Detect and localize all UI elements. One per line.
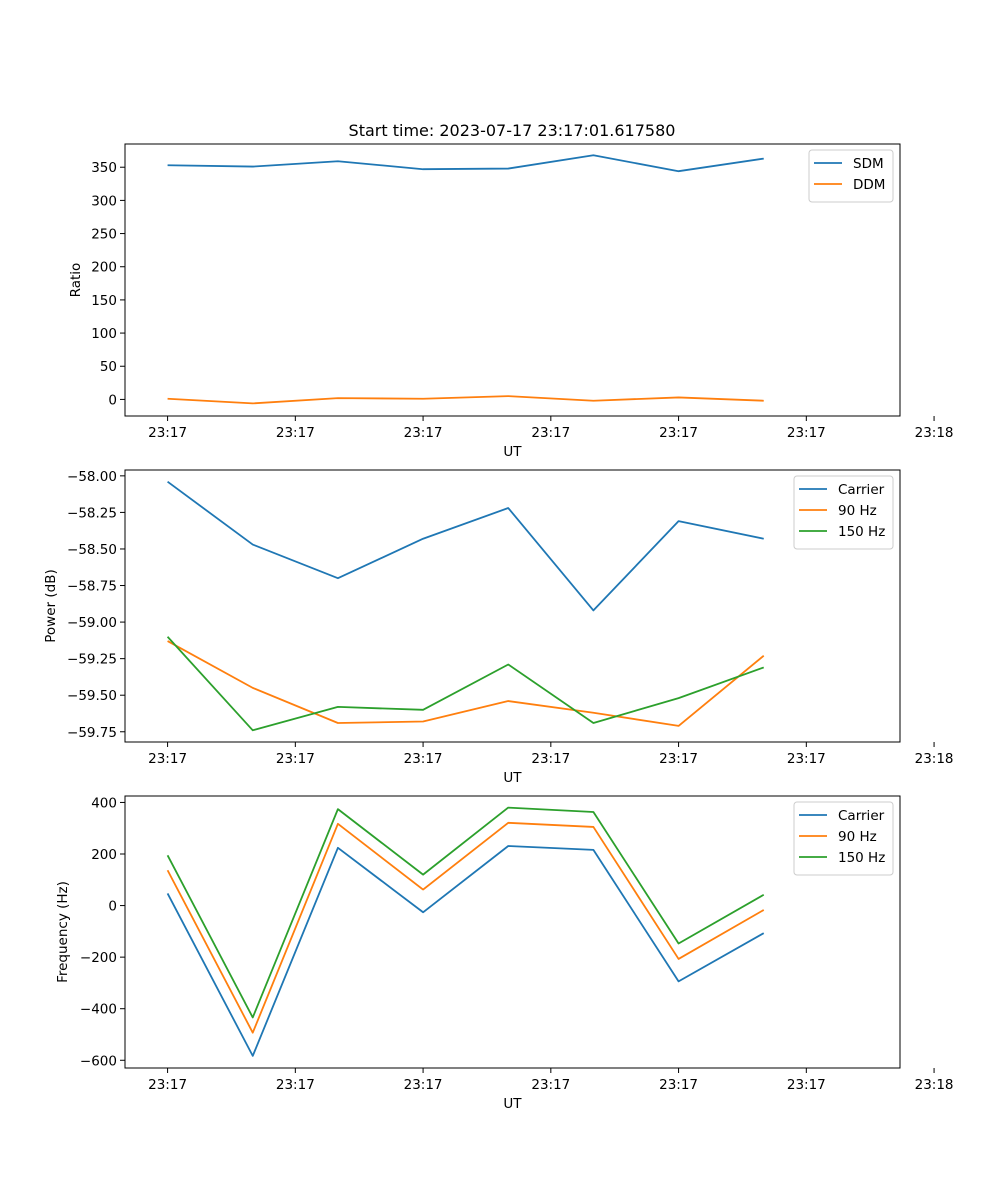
y-tick-label: 50 [100,359,117,375]
x-tick-label: 23:17 [148,425,187,441]
y-tick-label: −59.75 [67,725,117,741]
legend-entry: Carrier [838,808,885,824]
axes-frame [124,143,901,417]
legend-entry: 90 Hz [838,503,877,519]
series-line-90-hz [167,640,765,727]
x-tick-label: 23:18 [915,751,954,767]
y-axis-label: Frequency (Hz) [55,881,71,983]
series-line-carrier [166,845,765,1057]
legend: Carrier 90 Hz 150 Hz [793,801,894,876]
legend-entry: 150 Hz [838,850,885,866]
y-tick-label: 150 [91,293,117,309]
y-tick-label: −59.25 [67,652,117,668]
y-tick-label: 250 [91,227,117,243]
x-tick-label: 23:17 [659,751,698,767]
x-tick-label: 23:17 [787,1077,826,1093]
y-tick-label: −200 [80,950,117,966]
y-tick-label: 0 [108,899,117,915]
x-tick-label: 23:17 [531,751,570,767]
series-line-150-hz [166,636,765,732]
y-tick-label: 200 [91,260,117,276]
x-axis-label: UT [503,770,522,786]
y-axis-label: Power (dB) [43,569,59,642]
x-tick-label: 23:17 [404,425,443,441]
y-tick-label: −400 [80,1002,117,1018]
legend-entry: DDM [853,177,885,193]
y-tick-label: −59.50 [67,688,117,704]
x-tick-label: 23:17 [276,1077,315,1093]
series-line-carrier [167,480,764,612]
series-line-ddm [167,395,764,405]
x-tick-label: 23:17 [276,425,315,441]
y-tick-label: 350 [91,160,117,176]
legend-entry: SDM [853,156,884,172]
y-axis-label: Ratio [68,263,84,298]
chart-title: Start time: 2023-07-17 23:17:01.617580 [349,121,676,140]
y-tick-label: 300 [91,193,117,209]
legend: Carrier 90 Hz 150 Hz [793,475,894,550]
y-tick-label: −58.25 [67,505,117,521]
legend-entry: 90 Hz [838,829,877,845]
x-axis-label: UT [503,444,522,460]
chart-panel-1: 23:17 23:17 23:17 23:17 23:17 23:17 23:18 0 50 10… [68,143,954,460]
x-tick-label: 23:17 [531,1077,570,1093]
x-tick-label: 23:17 [404,1077,443,1093]
series-line-sdm [167,154,764,173]
x-axis-label: UT [503,1096,522,1112]
y-tick-label: 100 [91,326,117,342]
x-tick-label: 23:17 [531,425,570,441]
axes-frame [124,795,901,1069]
x-tick-label: 23:17 [148,751,187,767]
y-tick-label: −59.00 [67,615,117,631]
x-tick-label: 23:17 [148,1077,187,1093]
legend: SDM DDM [808,149,894,203]
x-tick-label: 23:17 [659,1077,698,1093]
x-tick-label: 23:18 [915,425,954,441]
y-tick-label: −58.00 [67,469,117,485]
y-tick-label: −58.75 [67,579,117,595]
legend-entry: 150 Hz [838,524,885,540]
y-tick-label: −58.50 [67,542,117,558]
x-tick-label: 23:17 [787,751,826,767]
axes-frame [124,469,901,743]
chart-panel-2: 23:17 23:17 23:17 23:17 23:17 23:17 23:18 −59.7… [43,469,954,786]
y-tick-label: 200 [91,847,117,863]
y-tick-label: 0 [108,392,117,408]
y-tick-label: −600 [80,1053,117,1069]
x-tick-label: 23:17 [276,751,315,767]
x-tick-label: 23:17 [404,751,443,767]
x-tick-label: 23:17 [787,425,826,441]
series-line-90-hz [166,821,765,1034]
y-tick-label: 400 [91,795,117,811]
chart-panel-3: 23:17 23:17 23:17 23:17 23:17 23:17 23:18 −600 −… [55,795,954,1112]
x-tick-label: 23:18 [915,1077,954,1093]
legend-entry: Carrier [838,482,885,498]
x-tick-label: 23:17 [659,425,698,441]
series-line-150-hz [166,806,765,1019]
